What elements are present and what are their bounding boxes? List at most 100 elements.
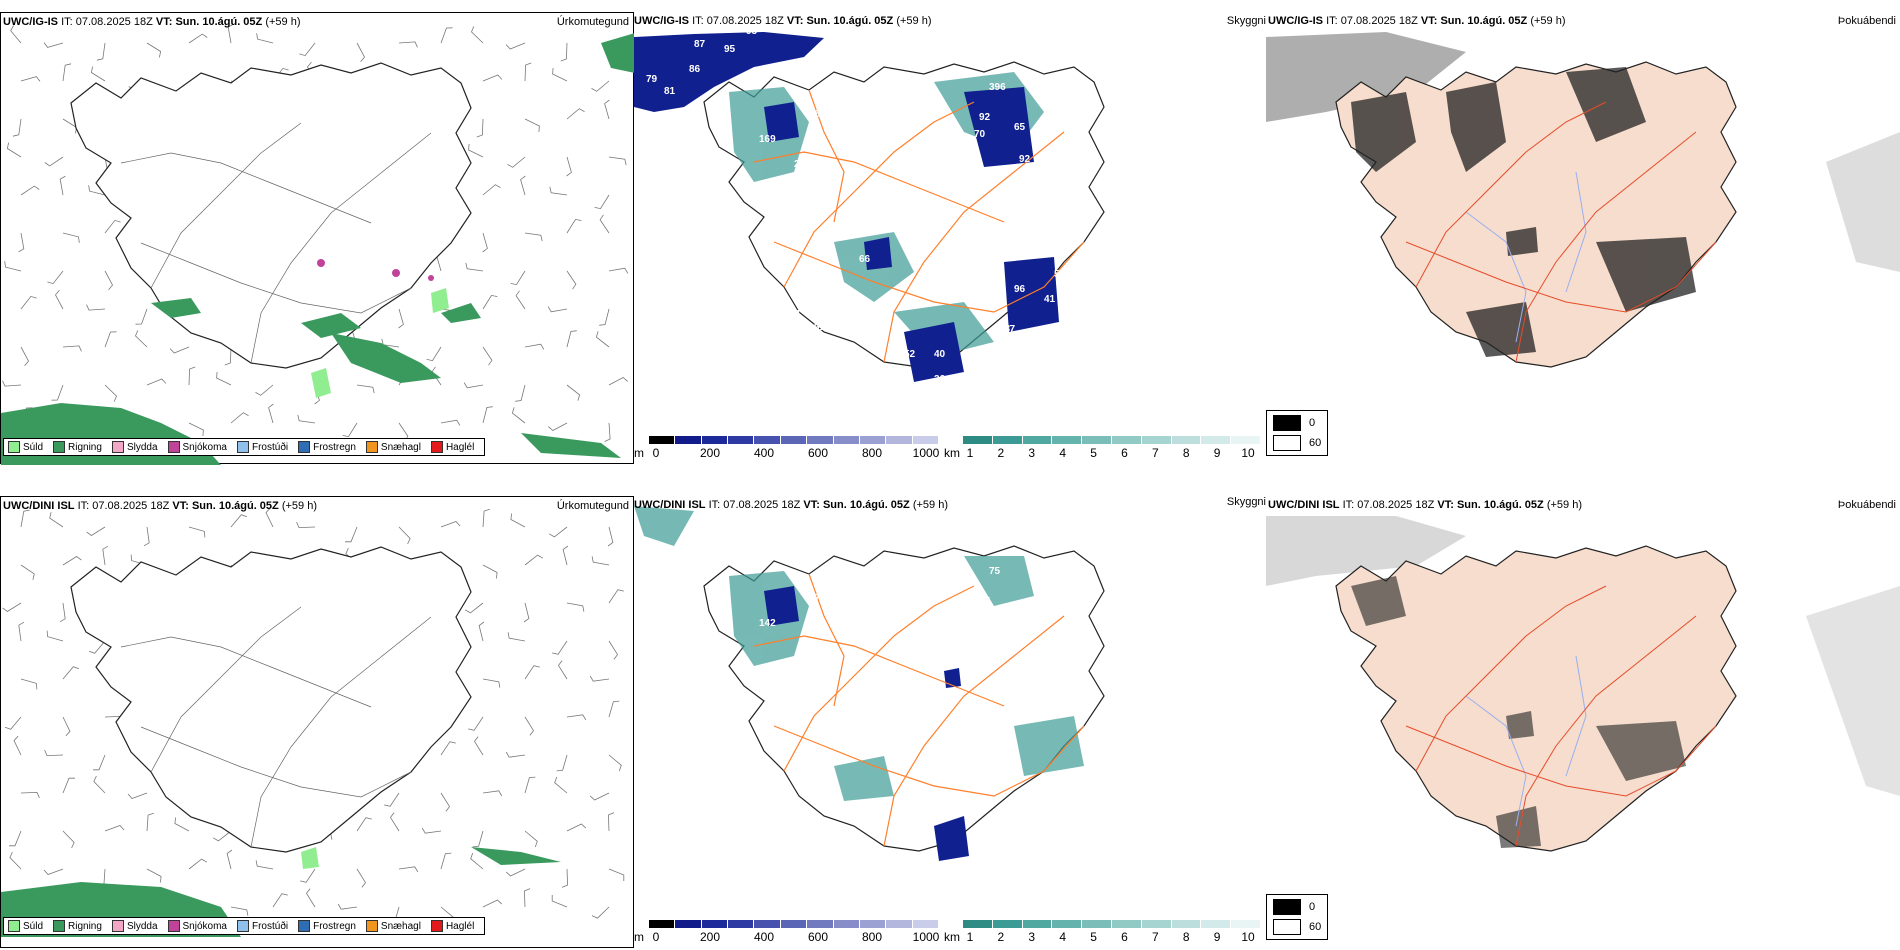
roads xyxy=(1405,101,1717,363)
legend-label: Snæhagl xyxy=(380,441,421,453)
cloudbase-value: 70 xyxy=(854,518,866,529)
wind-barb xyxy=(482,564,498,579)
wind-barb xyxy=(345,526,358,543)
wind-barb xyxy=(93,754,106,771)
legend-label: Snjókoma xyxy=(182,441,227,453)
cloudbase-value: 169 xyxy=(759,134,776,145)
panel-title: UWC/DINI ISL IT: 07.08.2025 18Z VT: Sun.… xyxy=(1268,499,1582,511)
wind-barb xyxy=(356,868,366,888)
colorbar-tick-label: 8 xyxy=(1182,446,1190,460)
cloudbase-value: 142 xyxy=(759,618,776,629)
wind-barb xyxy=(566,270,577,290)
wind-barb xyxy=(9,851,22,870)
wind-barb xyxy=(608,589,624,604)
wind-barb xyxy=(4,716,22,730)
roads xyxy=(753,573,1085,847)
wind-barb xyxy=(188,526,206,538)
wind-barb xyxy=(482,790,503,797)
wind-barb xyxy=(20,791,40,799)
legend-label: Frostregn xyxy=(313,920,356,932)
colorbar-tick-label: 600 xyxy=(807,446,829,460)
colorbar-tick-label: 10 xyxy=(1241,446,1255,460)
legend-swatch xyxy=(53,920,66,932)
colorbar-segment xyxy=(1140,920,1171,928)
wind-barb xyxy=(44,156,64,167)
cloudbase-value: 18 xyxy=(664,570,676,581)
colorbar-tick-label: 1000 xyxy=(912,930,940,944)
wind-barb xyxy=(556,754,568,772)
cloudbase-value: 91 xyxy=(814,322,826,333)
legend-item: Snæhagl xyxy=(365,441,421,453)
visibility-title: Skyggni xyxy=(1226,15,1266,27)
cloudbase-value: 71 xyxy=(774,508,786,519)
cloudbase-colorbar: m 0 200 400 600 800 1000 xyxy=(634,920,940,946)
wind-barb xyxy=(188,422,204,437)
wind-barb xyxy=(421,827,442,834)
cloudbase-value: 45 xyxy=(894,374,906,385)
wind-barb xyxy=(562,545,569,566)
wind-barb xyxy=(594,194,610,210)
fog-legend: 0 60 xyxy=(1266,894,1329,940)
wind-barb xyxy=(93,775,106,794)
wind-barb xyxy=(471,26,484,44)
wind-barb xyxy=(296,521,316,529)
cloudbase-value: 184 xyxy=(794,342,811,353)
legend-item: Frostregn xyxy=(298,920,356,932)
wind-barb xyxy=(212,830,232,842)
wind-barb xyxy=(472,830,484,848)
wind-barb xyxy=(384,792,400,807)
cloudbase-value: 54 xyxy=(1054,269,1066,280)
colorbar-segment xyxy=(779,920,807,928)
colorbar-tick-label: 10 xyxy=(1241,930,1255,944)
wind-barb xyxy=(255,860,274,870)
colorbar-segment xyxy=(858,920,886,928)
colorbar-tick-label: 6 xyxy=(1121,930,1128,944)
wind-barb xyxy=(49,512,64,528)
colorbar-tick-label: 9 xyxy=(1213,930,1221,944)
cloudbase-value: 204 xyxy=(689,548,706,559)
wind-barb xyxy=(608,377,628,386)
wind-barb xyxy=(102,545,109,566)
wind-barb xyxy=(4,261,22,272)
colorbar-tick-label: 2 xyxy=(997,930,1005,944)
cloudbase-value: 84 xyxy=(789,309,801,320)
colorbar-segment xyxy=(832,920,859,928)
colorbar-segment xyxy=(674,920,701,928)
legend-swatch xyxy=(236,441,249,453)
wind-barb xyxy=(43,42,64,48)
panel-title: UWC/IG-IS IT: 07.08.2025 18Z VT: Sun. 10… xyxy=(3,16,301,28)
wind-barb xyxy=(224,346,232,366)
panel-title: UWC/DINI ISL IT: 07.08.2025 18Z VT: Sun.… xyxy=(634,499,948,511)
wind-barb xyxy=(524,776,536,794)
roads xyxy=(753,89,1085,363)
snow-areas xyxy=(317,259,434,281)
cloudbase-value: 79 xyxy=(646,74,658,85)
colorbar-tick-label: 5 xyxy=(1090,930,1097,944)
colorbar-tick-label: 1 xyxy=(966,930,974,944)
drizzle-areas xyxy=(311,288,449,398)
wind-barb xyxy=(226,849,233,870)
legend-swatch xyxy=(365,920,378,932)
colorbar-segment xyxy=(962,436,992,444)
wind-barb xyxy=(62,830,75,849)
cloudbase-value: 87 xyxy=(694,39,706,50)
wind-barb xyxy=(51,384,64,401)
colorbar-segment xyxy=(832,436,859,444)
wind-barb xyxy=(104,219,121,234)
iceland-outline xyxy=(70,546,472,853)
precip-map-bottom xyxy=(1,507,625,937)
legend-item: Frostúði xyxy=(236,920,288,932)
wind-barb xyxy=(90,66,106,82)
wind-barb xyxy=(230,412,249,424)
colorbar-segment xyxy=(1230,436,1260,444)
cloudbase-value: 92 xyxy=(979,112,991,123)
cloudbase-value: 93 xyxy=(799,179,811,190)
cloudbase-value: 85 xyxy=(974,259,986,270)
wind-barb xyxy=(599,308,610,326)
wind-barb xyxy=(482,346,493,366)
wind-barb xyxy=(440,852,452,870)
colorbar-segment xyxy=(962,920,992,928)
wind-barb xyxy=(523,888,531,908)
wind-barb xyxy=(589,675,610,682)
